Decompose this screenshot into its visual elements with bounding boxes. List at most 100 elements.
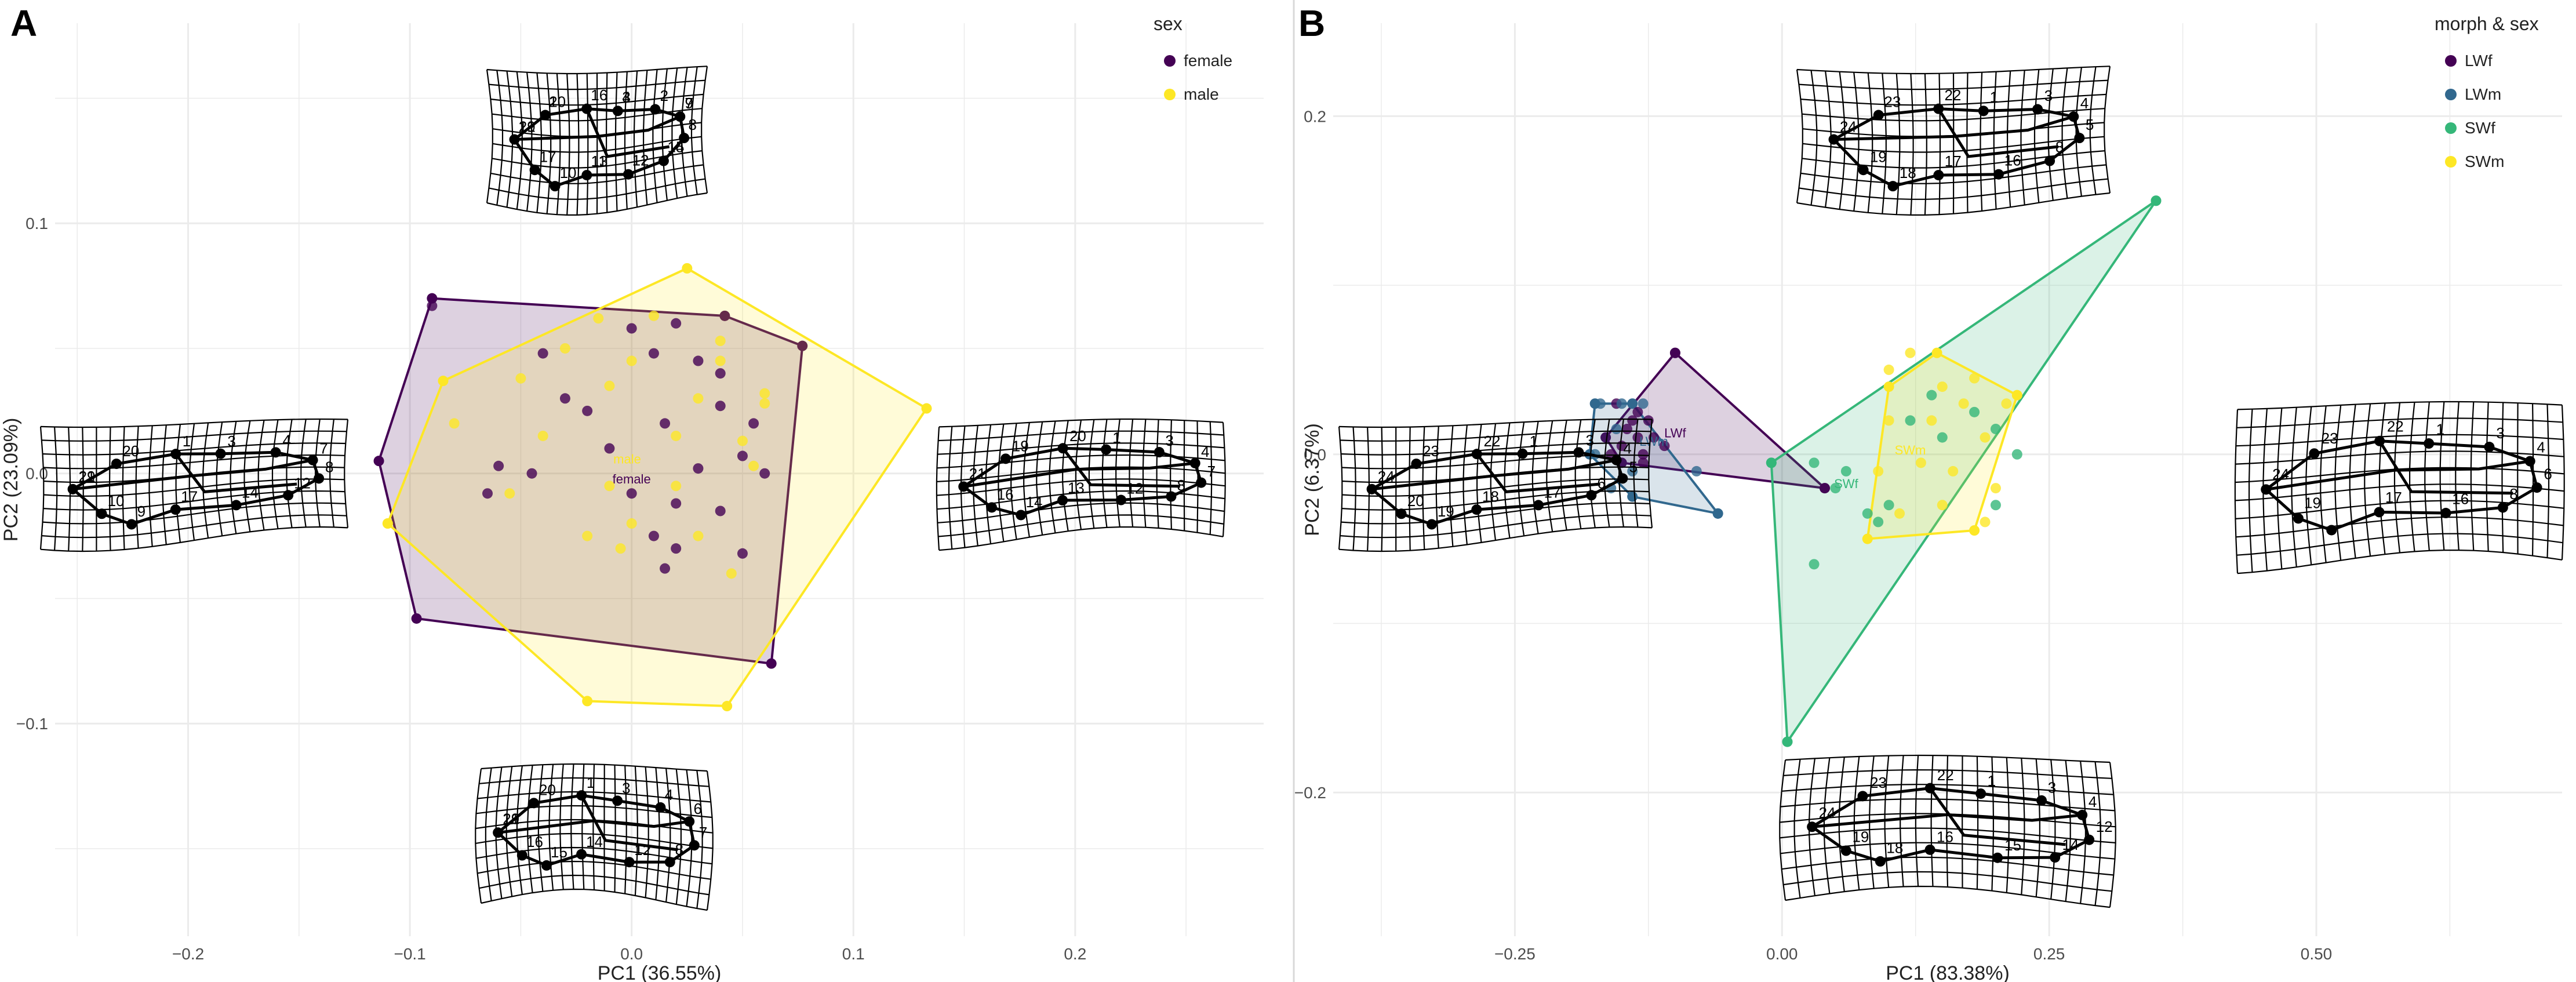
point-LWm <box>1638 398 1649 409</box>
landmark-point <box>2374 435 2385 446</box>
y-axis-title: PC2 (23.09%) <box>0 418 22 542</box>
grid-line <box>592 764 595 890</box>
landmark-point <box>2050 852 2061 863</box>
landmark-label: 2 <box>660 87 668 104</box>
grid-line <box>624 765 627 894</box>
landmark-point <box>1411 459 1422 470</box>
grid-line <box>2561 405 2565 560</box>
landmark-label: 23 <box>1422 442 1439 460</box>
grid-line <box>652 69 658 203</box>
grid-line <box>2050 759 2056 900</box>
grid-line <box>2320 406 2327 563</box>
grid-line <box>286 419 293 528</box>
point-male <box>604 380 615 391</box>
landmark-point <box>2497 502 2508 513</box>
landmark-line <box>497 819 690 834</box>
point-SWm <box>1883 364 1894 375</box>
landmark-point <box>2531 482 2542 493</box>
point-male <box>626 355 637 366</box>
landmark-label: 4 <box>1201 443 1209 460</box>
landmark-point <box>1933 170 1944 181</box>
landmark-point <box>576 790 587 801</box>
grid-line <box>1170 420 1172 530</box>
hull-vertex <box>1627 491 1638 502</box>
landmark-point <box>675 111 686 122</box>
landmark-line <box>1811 813 2083 828</box>
grid-line <box>1352 427 1356 551</box>
landmark-label: 19 <box>1438 503 1454 520</box>
point-SWm <box>1926 415 1937 426</box>
landmark-label: 5 <box>2086 116 2094 133</box>
y-tick-label: 0.2 <box>1304 107 1326 125</box>
grid-line <box>2006 757 2010 893</box>
point-SWf <box>1830 483 1841 494</box>
legend-label-SWm: SWm <box>2465 152 2504 170</box>
point-female <box>582 405 593 416</box>
landmark-line <box>514 115 681 141</box>
landmark-point <box>1828 134 1839 145</box>
point-male <box>559 343 570 354</box>
landmark-point <box>215 448 226 459</box>
x-tick-label: 0.1 <box>842 945 865 963</box>
grid-line <box>2035 759 2040 897</box>
point-male <box>748 460 759 471</box>
landmark-label: 7 <box>319 440 328 457</box>
y-tick-label: 0.1 <box>26 214 48 232</box>
landmark-line <box>1937 108 2058 158</box>
landmark-label: 23 <box>1870 774 1887 791</box>
point-SWm <box>1969 373 1980 384</box>
landmark-point <box>307 454 318 465</box>
grid-line <box>41 514 347 539</box>
landmark-point <box>689 840 700 851</box>
grid-line <box>536 72 542 213</box>
grid-line <box>2424 402 2430 551</box>
landmark-point <box>550 181 561 192</box>
point-female <box>427 300 438 311</box>
grid-line <box>2061 68 2068 199</box>
point-SWf <box>1883 500 1894 511</box>
grid-line <box>661 68 668 201</box>
grid-line <box>1088 419 1095 529</box>
hull-vertex <box>1883 381 1894 392</box>
landmark-label: 19 <box>1870 148 1887 166</box>
point-SWm <box>1937 381 1948 392</box>
grid-line <box>2080 761 2086 904</box>
landmark-point <box>2293 513 2304 524</box>
landmark-label: 15 <box>551 843 567 861</box>
landmark-label: 23 <box>1884 93 1901 110</box>
landmark-point <box>1573 447 1584 458</box>
landmark-label: 8 <box>675 841 683 859</box>
landmark-label: 3 <box>227 432 235 450</box>
landmark-label: 24 <box>1378 468 1395 485</box>
point-SWm <box>1915 457 1926 468</box>
grid-line <box>1930 755 1934 887</box>
grid-line <box>2409 402 2415 552</box>
point-SWf <box>1926 390 1937 401</box>
grid-line <box>2439 401 2445 551</box>
x-tick-label: 0.50 <box>2301 945 2333 963</box>
hull-vertex <box>797 340 808 351</box>
grid-line <box>2104 66 2111 194</box>
landmark-label: 11 <box>591 152 607 170</box>
point-female <box>671 498 682 509</box>
landmark-point <box>283 490 294 501</box>
grid-line <box>1518 421 1525 536</box>
grid-line <box>998 424 1005 542</box>
point-male <box>382 518 393 529</box>
landmark-point <box>96 508 107 519</box>
landmark-point <box>581 103 592 114</box>
grid-line <box>1142 419 1147 528</box>
landmark-point <box>126 519 137 530</box>
landmark-point <box>529 165 540 176</box>
grid-line <box>570 763 574 890</box>
landmark-point <box>1978 106 1989 117</box>
landmark-label: 18 <box>1482 488 1499 505</box>
landmark-label: 3 <box>2044 87 2053 104</box>
landmark-label: 24 <box>1840 118 1857 135</box>
hull-vertex <box>682 263 693 274</box>
legend-title: morph & sex <box>2435 13 2539 34</box>
point-female <box>737 548 748 559</box>
